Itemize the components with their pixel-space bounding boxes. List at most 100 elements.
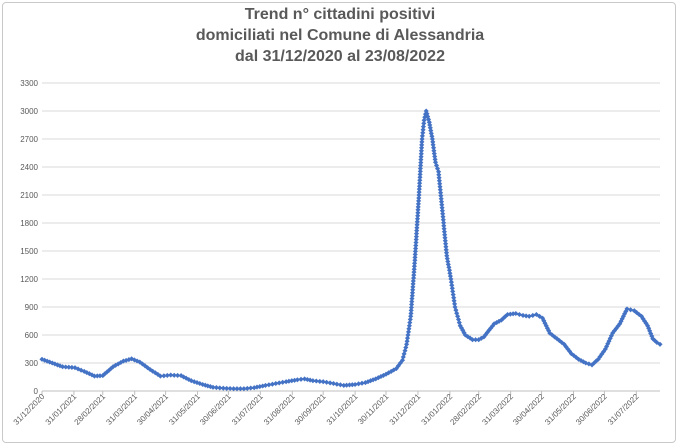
data-point-marker xyxy=(409,299,415,305)
data-point-marker xyxy=(624,306,630,312)
x-tick-label: 30/04/2022 xyxy=(511,392,546,427)
x-tick-label: 31/03/2022 xyxy=(480,392,515,427)
data-point-marker xyxy=(341,382,347,388)
chart-title-line-1: Trend n° cittadini positivi xyxy=(244,6,436,23)
data-point-marker xyxy=(298,376,304,382)
x-tick-label: 31/08/2021 xyxy=(262,392,297,427)
x-tick-label: 30/06/2021 xyxy=(198,392,233,427)
data-point-marker xyxy=(417,174,423,180)
data-point-marker xyxy=(175,372,181,378)
data-point-marker xyxy=(405,329,412,335)
data-point-marker xyxy=(416,192,422,198)
chart-title-line-3: dal 31/12/2020 al 23/08/2022 xyxy=(235,48,445,65)
data-point-marker xyxy=(248,385,254,391)
data-point-marker xyxy=(356,381,362,387)
data-point-marker xyxy=(418,151,424,157)
data-point-marker xyxy=(410,278,416,284)
x-tick-label: 31/10/2021 xyxy=(325,392,360,427)
y-tick-label: 600 xyxy=(25,331,39,340)
data-point-marker xyxy=(431,145,437,151)
x-tick-label: 31/12/2020 xyxy=(12,392,47,427)
data-point-marker xyxy=(157,373,163,379)
data-point-marker xyxy=(420,130,426,136)
data-point-marker xyxy=(334,381,340,387)
data-point-marker xyxy=(227,385,233,392)
data-point-marker xyxy=(411,275,417,281)
data-point-marker xyxy=(404,338,410,344)
data-point-marker xyxy=(415,207,421,213)
x-axis-tick-labels: 31/12/202031/01/202128/02/202131/03/2021… xyxy=(12,392,641,427)
x-tick-label: 28/02/2022 xyxy=(448,392,483,427)
data-point-marker xyxy=(448,276,454,282)
y-tick-label: 2100 xyxy=(20,191,38,200)
data-point-marker xyxy=(628,307,634,313)
data-point-marker xyxy=(526,313,532,319)
data-point-marker xyxy=(449,285,455,291)
x-tick-label: 31/05/2021 xyxy=(167,392,202,427)
data-point-marker xyxy=(324,379,330,385)
y-tick-label: 1800 xyxy=(20,219,38,228)
data-point-marker xyxy=(448,279,454,285)
data-point-marker xyxy=(234,386,240,392)
data-point-marker xyxy=(520,312,526,318)
x-tick-label: 30/09/2021 xyxy=(293,392,328,427)
data-point-marker xyxy=(438,193,444,199)
y-tick-label: 300 xyxy=(25,359,39,368)
data-point-marker xyxy=(413,239,419,246)
data-point-marker xyxy=(407,316,413,322)
data-point-marker xyxy=(405,332,411,338)
y-tick-label: 2400 xyxy=(20,163,38,172)
data-point-marker xyxy=(280,379,286,385)
data-point-marker xyxy=(330,380,337,387)
x-tick-label: 30/11/2021 xyxy=(356,392,391,427)
data-point-marker xyxy=(220,385,226,391)
data-point-marker xyxy=(408,304,414,311)
data-point-marker xyxy=(352,381,358,388)
x-tick-label: 30/04/2021 xyxy=(135,392,170,427)
chart-title-line-2: domiciliati nel Comune di Alessandria xyxy=(195,27,485,44)
data-point-marker xyxy=(231,386,237,392)
data-point-marker xyxy=(451,295,457,301)
data-point-marker xyxy=(410,284,416,290)
data-point-marker xyxy=(210,384,216,390)
data-point-marker xyxy=(513,310,519,317)
y-tick-label: 1200 xyxy=(20,275,38,284)
data-point-marker xyxy=(414,225,420,231)
data-point-marker xyxy=(411,272,417,278)
data-point-marker xyxy=(439,202,445,208)
data-point-marker xyxy=(436,172,442,178)
data-point-marker xyxy=(411,266,417,272)
data-point-marker xyxy=(409,293,415,299)
data-point-marker xyxy=(417,171,423,177)
y-tick-label: 3000 xyxy=(20,107,38,116)
data-point-marker xyxy=(442,238,448,244)
gridlines xyxy=(41,82,660,395)
data-point-marker xyxy=(164,372,170,378)
data-point-marker xyxy=(217,385,223,391)
data-point-marker xyxy=(416,195,422,201)
data-point-marker xyxy=(269,381,275,387)
data-point-marker xyxy=(412,257,418,263)
data-point-marker xyxy=(409,296,415,302)
data-point-marker xyxy=(213,385,219,391)
data-point-marker xyxy=(657,341,663,347)
data-point-marker xyxy=(438,199,445,205)
data-point-marker xyxy=(66,364,72,370)
x-tick-label: 31/07/2021 xyxy=(230,392,265,427)
data-point-marker xyxy=(411,263,417,269)
data-point-marker xyxy=(244,385,250,391)
data-point-marker xyxy=(440,214,446,220)
data-point-marker xyxy=(449,282,455,288)
chart-title: Trend n° cittadini positivi domiciliati … xyxy=(0,4,680,67)
data-point-marker xyxy=(418,160,424,166)
data-point-marker xyxy=(346,382,353,388)
data-point-marker xyxy=(310,378,316,384)
data-point-marker xyxy=(530,312,536,318)
y-tick-label: 900 xyxy=(25,303,39,312)
data-point-marker xyxy=(413,234,419,240)
data-point-marker xyxy=(441,223,447,229)
data-point-marker xyxy=(406,326,412,332)
x-tick-label: 31/12/2021 xyxy=(388,392,423,427)
data-point-marker xyxy=(450,292,456,298)
